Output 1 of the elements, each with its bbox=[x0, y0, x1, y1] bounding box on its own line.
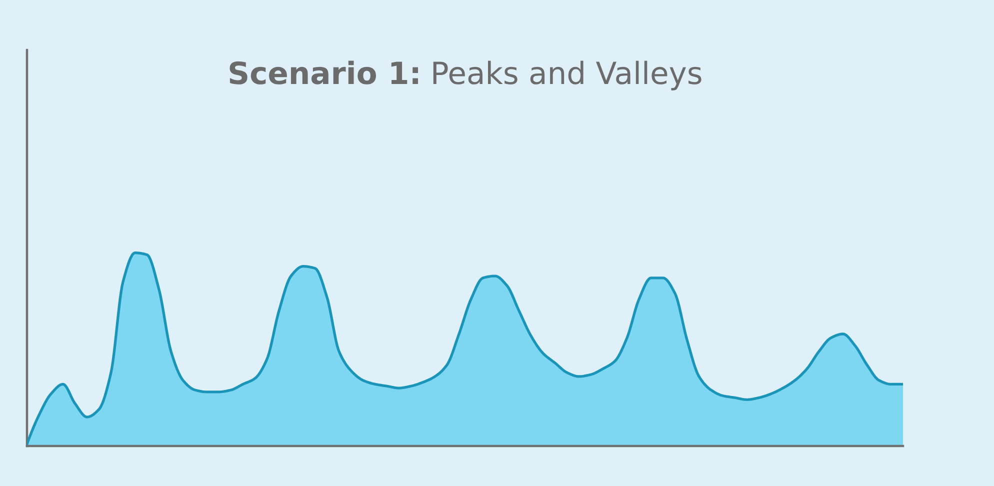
chart-title: Scenario 1: Peaks and Valleys bbox=[230, 60, 702, 90]
